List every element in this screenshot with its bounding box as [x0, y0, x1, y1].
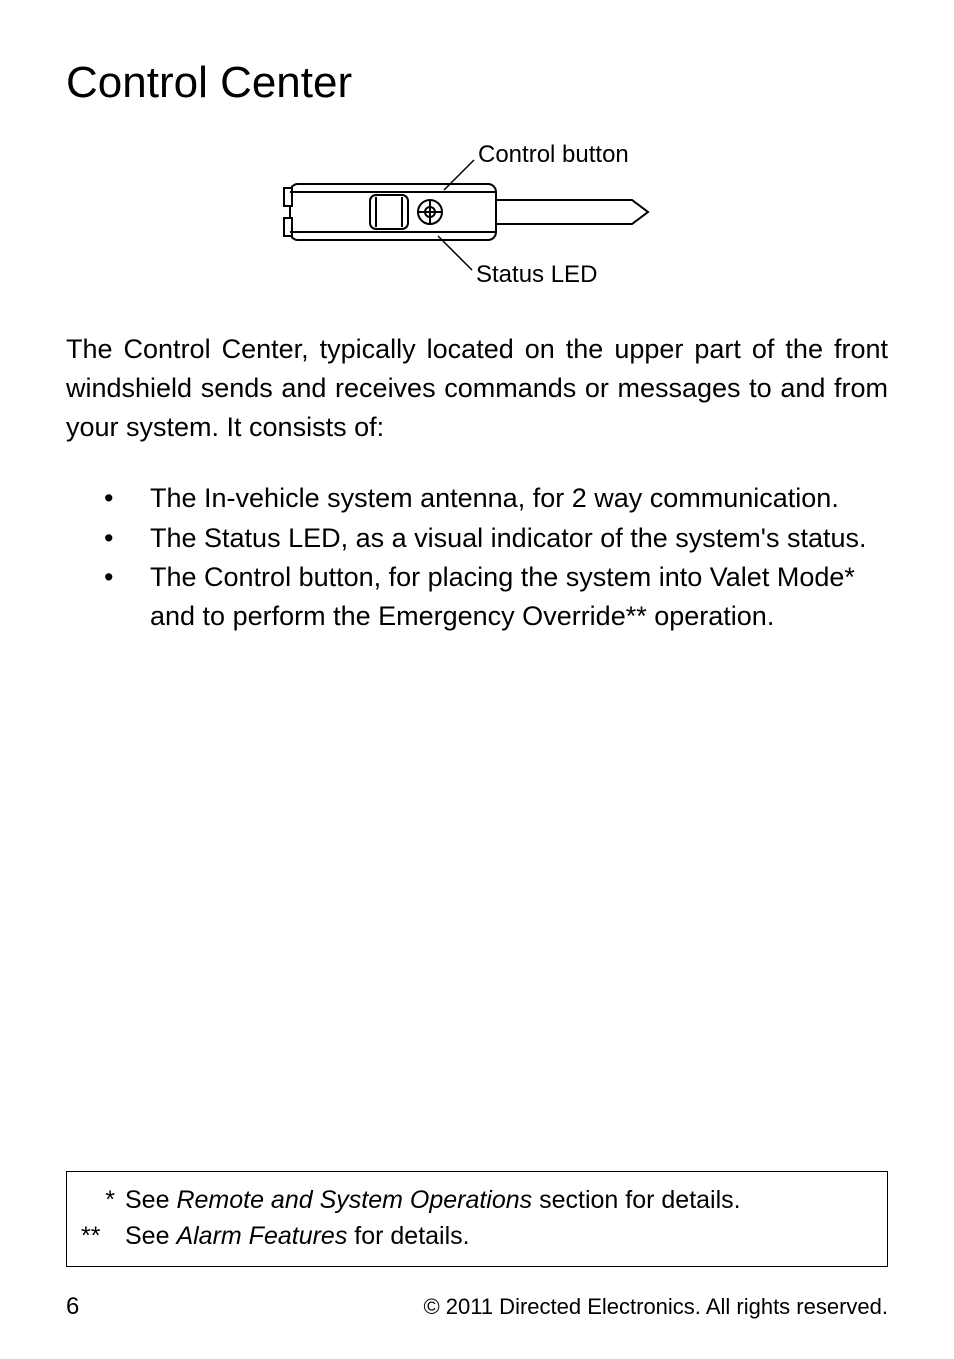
- intro-paragraph: The Control Center, typically located on…: [66, 330, 888, 447]
- antenna-arm: [482, 200, 648, 224]
- page: Control Center: [0, 0, 954, 1359]
- list-item: The In-vehicle system antenna, for 2 way…: [104, 479, 888, 518]
- label-status-led: Status LED: [476, 261, 597, 288]
- page-number: 6: [66, 1293, 79, 1321]
- footnote-box: *See Remote and System Operations sectio…: [66, 1171, 888, 1268]
- label-control-button: Control button: [478, 141, 629, 168]
- diagram-svg: Control button Status LED: [262, 132, 692, 302]
- leader-status-led: [438, 236, 472, 270]
- footnote-text-em: Alarm Features: [176, 1222, 347, 1250]
- footnote-marker: *: [81, 1182, 125, 1218]
- front-tab-top: [284, 188, 292, 206]
- page-footer: 6 © 2011 Directed Electronics. All right…: [66, 1293, 888, 1321]
- footnote-text-pre: See: [125, 1222, 176, 1250]
- front-tab-bottom: [284, 218, 292, 236]
- section-title: Control Center: [66, 58, 888, 108]
- footnote-marker: **: [81, 1218, 125, 1254]
- copyright: © 2011 Directed Electronics. All rights …: [423, 1294, 888, 1320]
- footnote-1: *See Remote and System Operations sectio…: [81, 1182, 873, 1218]
- footnote-text-post: section for details.: [532, 1186, 740, 1214]
- footnote-2: **See Alarm Features for details.: [81, 1218, 873, 1254]
- footnote-text-pre: See: [125, 1186, 176, 1214]
- footnote-text-post: for details.: [347, 1222, 469, 1250]
- footnote-text-em: Remote and System Operations: [176, 1186, 532, 1214]
- control-center-diagram: Control button Status LED: [66, 132, 888, 302]
- list-item: The Status LED, as a visual indicator of…: [104, 519, 888, 558]
- list-item: The Control button, for placing the syst…: [104, 558, 888, 636]
- bullet-list: The In-vehicle system antenna, for 2 way…: [66, 479, 888, 636]
